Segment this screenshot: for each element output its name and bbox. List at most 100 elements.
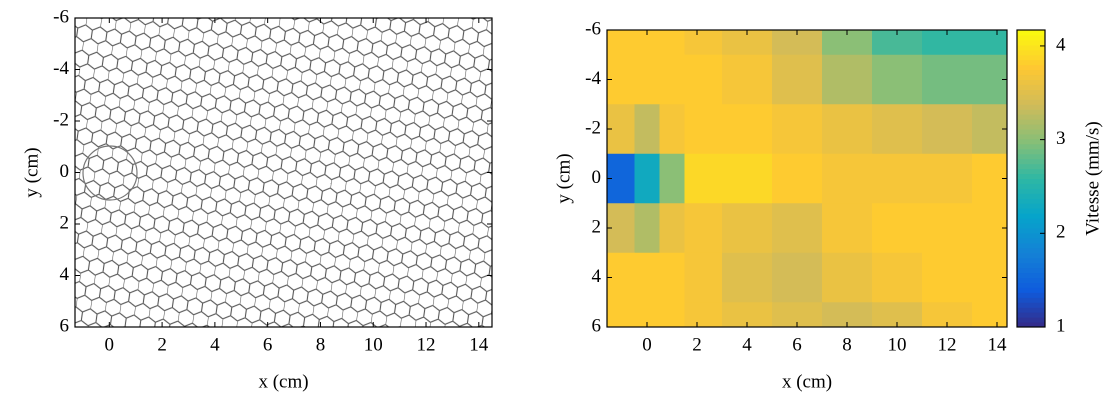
heat-cell bbox=[822, 252, 873, 303]
colorbar-segment bbox=[1017, 84, 1045, 90]
colorbar-segment bbox=[1017, 153, 1045, 160]
colorbar-segment bbox=[1017, 54, 1045, 61]
colorbar-segment bbox=[1017, 193, 1045, 199]
y-tick-label: 2 bbox=[60, 212, 70, 233]
colorbar-tick-label: 2 bbox=[1056, 222, 1066, 243]
heat-cell bbox=[972, 54, 1008, 105]
heat-cell bbox=[922, 252, 973, 303]
x-tick-label: 6 bbox=[792, 334, 802, 355]
colorbar-tick-label: 1 bbox=[1056, 315, 1066, 336]
colorbar-segment bbox=[1017, 133, 1045, 140]
heat-cell bbox=[822, 203, 873, 254]
x-tick-label: 0 bbox=[105, 334, 115, 355]
colorbar-segment bbox=[1017, 119, 1045, 125]
heat-cell bbox=[684, 30, 723, 56]
y-tick-label: 4 bbox=[592, 266, 602, 287]
y-tick-label: 4 bbox=[60, 264, 70, 285]
heat-cell bbox=[822, 153, 873, 204]
foam-image bbox=[75, 18, 492, 327]
y-tick-label: 0 bbox=[592, 167, 602, 188]
colorbar-segment bbox=[1017, 307, 1045, 313]
heat-cell bbox=[684, 153, 723, 204]
heat-cell bbox=[684, 104, 723, 155]
colorbar-segment bbox=[1017, 74, 1045, 80]
heat-cell bbox=[972, 104, 1008, 155]
heat-cell bbox=[972, 203, 1008, 254]
x-tick-label: 10 bbox=[888, 334, 907, 355]
x-tick-label: 14 bbox=[988, 334, 1008, 355]
colorbar-segment bbox=[1017, 247, 1045, 254]
colorbar-segment bbox=[1017, 99, 1045, 105]
colorbar-segment bbox=[1017, 94, 1045, 100]
heat-cell bbox=[634, 104, 660, 155]
heat-cell bbox=[922, 153, 973, 204]
colorbar-segment bbox=[1017, 30, 1045, 36]
heat-cell bbox=[972, 153, 1008, 204]
heat-cell bbox=[634, 153, 660, 204]
x-tick-label: 14 bbox=[469, 334, 489, 355]
colorbar-segment bbox=[1017, 89, 1045, 95]
x-tick-label: 12 bbox=[938, 334, 957, 355]
heat-cell bbox=[722, 104, 773, 155]
heat-cell bbox=[822, 54, 873, 105]
y-tick-label: -4 bbox=[53, 58, 69, 79]
y-axis-label: y (cm) bbox=[21, 147, 42, 197]
colorbar-segment bbox=[1017, 49, 1045, 56]
x-tick-label: 10 bbox=[364, 334, 383, 355]
colorbar-label: Vitesse (mm/s) bbox=[1082, 121, 1103, 235]
colorbar-segment bbox=[1017, 267, 1045, 274]
colorbar-segment bbox=[1017, 64, 1045, 71]
colorbar-segment bbox=[1017, 208, 1045, 214]
heat-cell bbox=[659, 203, 685, 254]
heat-cell bbox=[659, 54, 685, 105]
colorbar-segment bbox=[1017, 262, 1045, 269]
colorbar-segment bbox=[1017, 297, 1045, 303]
colorbar-segment bbox=[1017, 257, 1045, 264]
heat-cell bbox=[772, 104, 823, 155]
colorbar-segment bbox=[1017, 129, 1045, 135]
heat-cell bbox=[872, 203, 923, 254]
heat-cell bbox=[607, 302, 635, 328]
heat-cell bbox=[722, 203, 773, 254]
x-axis-label: x (cm) bbox=[782, 371, 832, 392]
colorbar-segment bbox=[1017, 312, 1045, 318]
colorbar-segment bbox=[1017, 232, 1045, 239]
heat-cell bbox=[607, 30, 635, 56]
heat-cell bbox=[684, 302, 723, 328]
heat-cell bbox=[659, 104, 685, 155]
colorbar-segment bbox=[1017, 138, 1045, 145]
colorbar-tick-label: 3 bbox=[1056, 128, 1066, 149]
colorbar-segment bbox=[1017, 252, 1045, 259]
colorbar-segment bbox=[1017, 114, 1045, 120]
heat-cell bbox=[634, 252, 660, 303]
colorbar-segment bbox=[1017, 302, 1045, 308]
colorbar-segment bbox=[1017, 282, 1045, 288]
heat-cell bbox=[922, 54, 973, 105]
heat-cell bbox=[922, 203, 973, 254]
x-tick-label: 6 bbox=[263, 334, 273, 355]
heat-cell bbox=[634, 203, 660, 254]
heat-cell bbox=[684, 54, 723, 105]
colorbar-segment bbox=[1017, 188, 1045, 194]
colorbar-segment bbox=[1017, 322, 1045, 328]
colorbar-frame bbox=[1016, 29, 1046, 328]
colorbar-segment bbox=[1017, 178, 1045, 184]
colorbar-segment bbox=[1017, 242, 1045, 249]
heat-cell bbox=[872, 104, 923, 155]
heat-cell bbox=[722, 252, 773, 303]
x-tick-label: 2 bbox=[157, 334, 167, 355]
obstacle bbox=[82, 145, 138, 201]
x-tick-label: 8 bbox=[842, 334, 852, 355]
heat-cell bbox=[972, 302, 1008, 328]
colorbar-segment bbox=[1017, 44, 1045, 51]
colorbar-segment bbox=[1017, 277, 1045, 283]
y-tick-label: 0 bbox=[60, 161, 70, 182]
heat-cell bbox=[972, 30, 1008, 56]
heat-cell bbox=[772, 203, 823, 254]
colorbar-segment bbox=[1017, 34, 1045, 41]
colorbar-segment bbox=[1017, 237, 1045, 244]
y-tick-label: -2 bbox=[53, 109, 69, 130]
heat-cell bbox=[634, 54, 660, 105]
x-tick-label: 8 bbox=[316, 334, 326, 355]
heat-cell bbox=[659, 252, 685, 303]
